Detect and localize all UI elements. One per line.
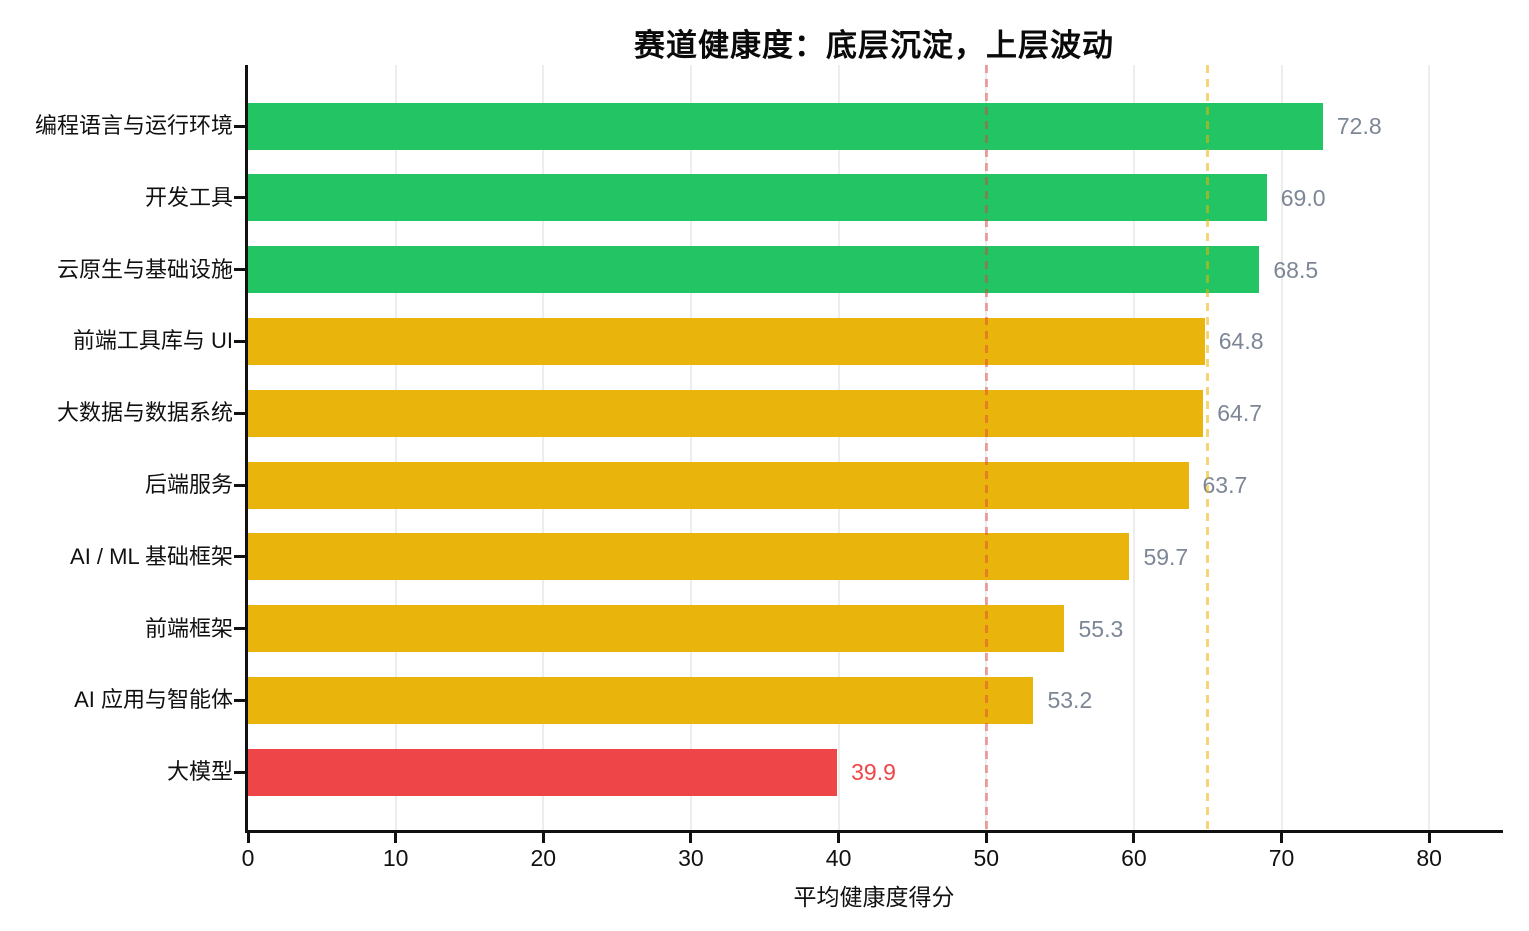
bar xyxy=(248,676,1034,724)
y-tick-label: 后端服务 xyxy=(144,472,233,497)
y-tick-label: 前端框架 xyxy=(144,615,233,641)
plot-area: 72.8 69.0 68.5 64.8 64.7 63.7 59.7 55.3 53.2 39.9 xyxy=(245,65,1503,833)
bar xyxy=(248,748,838,796)
y-tick-label: 云原生与基础设施 xyxy=(56,256,233,282)
y-tick-mark xyxy=(234,411,246,415)
y-tick-label: 开发工具 xyxy=(144,184,233,210)
gridline-x40 xyxy=(837,65,840,830)
bar-value-label: 64.7 xyxy=(1217,400,1263,427)
gridline-x50 xyxy=(985,65,988,830)
y-tick-label: 大模型 xyxy=(166,759,233,785)
x-tick-label: 30 xyxy=(678,845,704,871)
bar xyxy=(248,461,1189,509)
x-tick-label: 40 xyxy=(825,845,852,871)
bar-value-label: 72.8 xyxy=(1336,113,1382,139)
x-tick-mark xyxy=(1280,832,1284,843)
gridline-x10 xyxy=(394,65,397,830)
bar-value-label: 55.3 xyxy=(1078,615,1124,642)
y-tick-mark xyxy=(234,627,246,631)
x-tick-mark xyxy=(541,832,545,843)
bar xyxy=(248,605,1065,653)
bar xyxy=(248,389,1204,437)
bar-value-label: 68.5 xyxy=(1273,256,1319,283)
reference-line-65 xyxy=(1206,65,1210,830)
bar xyxy=(248,102,1323,150)
y-tick-label: 前端工具库与 UI xyxy=(72,328,233,354)
y-tick-mark xyxy=(234,770,246,774)
bar xyxy=(248,317,1205,365)
x-tick-label: 60 xyxy=(1121,845,1147,871)
y-tick-mark xyxy=(234,698,246,702)
x-tick-label: 80 xyxy=(1416,845,1442,871)
x-tick-mark xyxy=(246,832,250,843)
bar-value-label: 69.0 xyxy=(1280,184,1326,211)
x-axis-label: 平均健康度得分 xyxy=(793,884,955,910)
bar-value-label: 39.9 xyxy=(851,759,896,786)
gridline-x30 xyxy=(689,65,692,830)
reference-line-50 xyxy=(984,65,988,830)
x-tick-mark xyxy=(1427,832,1431,843)
bar xyxy=(248,174,1267,222)
y-tick-mark xyxy=(234,196,246,200)
bar-value-label: 59.7 xyxy=(1143,543,1189,570)
bar-value-label: 64.8 xyxy=(1218,328,1264,355)
y-tick-mark xyxy=(234,124,246,128)
y-tick-mark xyxy=(234,483,246,487)
bar xyxy=(248,246,1260,294)
gridline-x60 xyxy=(1132,65,1135,830)
x-tick-mark xyxy=(1132,832,1136,843)
gridline-x20 xyxy=(542,65,545,830)
y-tick-label: 大数据与数据系统 xyxy=(56,400,233,426)
x-tick-mark xyxy=(394,832,398,843)
y-tick-label: 编程语言与运行环境 xyxy=(34,113,233,138)
gridline-x80 xyxy=(1428,65,1431,830)
x-tick-label: 50 xyxy=(973,845,1000,871)
gridline-x70 xyxy=(1280,65,1283,830)
y-tick-label: AI / ML 基础框架 xyxy=(70,543,233,569)
bar xyxy=(248,533,1130,581)
y-tick-label: AI 应用与智能体 xyxy=(74,687,233,713)
x-tick-label: 0 xyxy=(241,845,255,871)
y-tick-mark xyxy=(234,339,246,343)
x-tick-mark xyxy=(837,832,841,843)
y-tick-mark xyxy=(234,555,246,559)
x-tick-label: 70 xyxy=(1268,845,1295,871)
bar-value-label: 63.7 xyxy=(1202,472,1248,498)
x-tick-label: 20 xyxy=(530,845,557,871)
x-tick-mark xyxy=(984,832,988,843)
y-tick-mark xyxy=(234,268,246,272)
x-tick-mark xyxy=(689,832,693,843)
x-tick-label: 10 xyxy=(382,845,409,871)
chart-title: 赛道健康度：底层沉淀，上层波动 xyxy=(634,28,1114,63)
bar-value-label: 53.2 xyxy=(1047,687,1093,714)
